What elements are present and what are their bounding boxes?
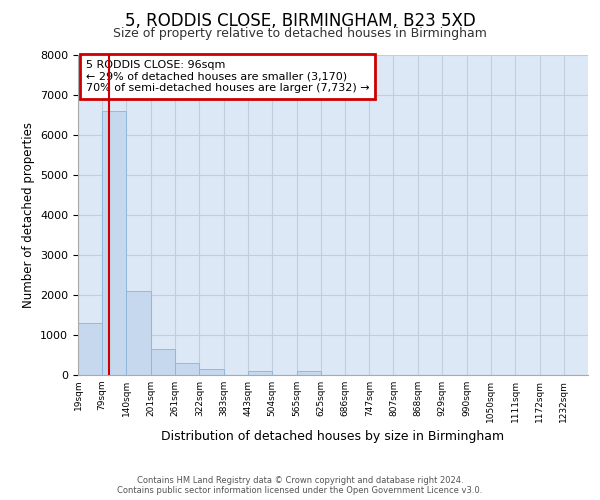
Bar [296,371,321,375]
Bar [248,371,272,375]
Y-axis label: Number of detached properties: Number of detached properties [22,122,35,308]
Text: 5, RODDIS CLOSE, BIRMINGHAM, B23 5XD: 5, RODDIS CLOSE, BIRMINGHAM, B23 5XD [125,12,475,30]
Text: Contains HM Land Registry data © Crown copyright and database right 2024.
Contai: Contains HM Land Registry data © Crown c… [118,476,482,495]
Text: Size of property relative to detached houses in Birmingham: Size of property relative to detached ho… [113,28,487,40]
Text: 5 RODDIS CLOSE: 96sqm
← 29% of detached houses are smaller (3,170)
70% of semi-d: 5 RODDIS CLOSE: 96sqm ← 29% of detached … [86,60,369,93]
Bar [78,323,103,375]
X-axis label: Distribution of detached houses by size in Birmingham: Distribution of detached houses by size … [161,430,505,444]
Bar [151,349,175,375]
Bar [102,111,127,375]
Bar [199,369,224,375]
Bar [175,363,199,375]
Bar [127,291,151,375]
